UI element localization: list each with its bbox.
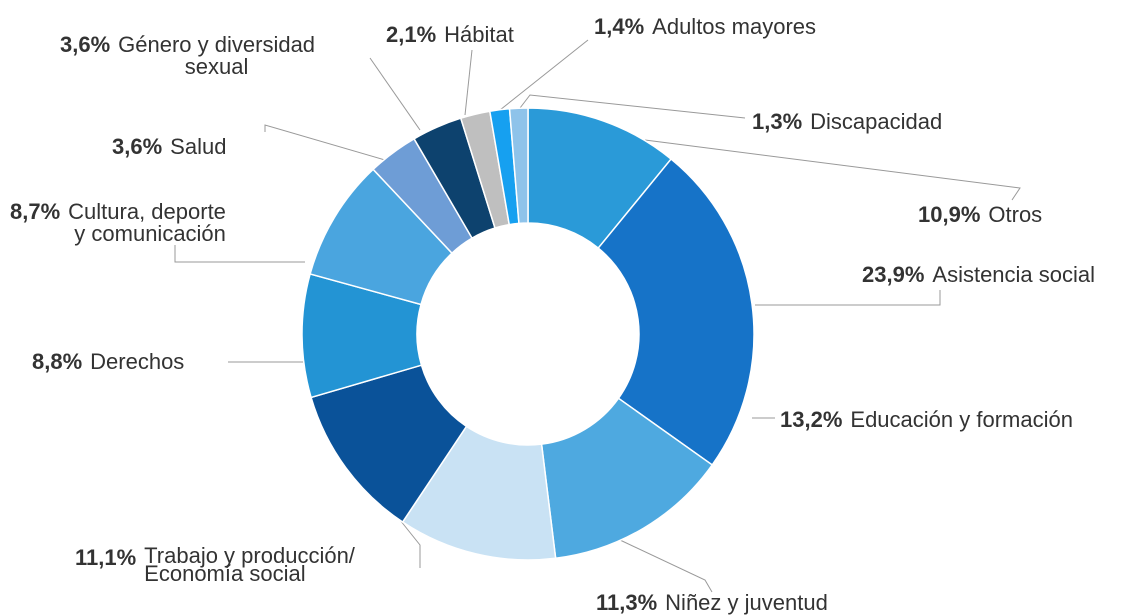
value-label: 11,1%	[75, 545, 137, 570]
slice-label: 23,9% Asistencia social	[862, 264, 1095, 286]
slice-label: 3,6% Género y diversidad sexual	[60, 34, 315, 78]
category-label: Otros	[988, 202, 1043, 227]
category-label: Niñez y juventud	[665, 590, 828, 615]
leader-line	[499, 39, 589, 111]
slice	[597, 158, 755, 466]
slice-label: 8,7% Cultura, deporte y comunicación	[10, 201, 226, 245]
slice-label: 1,4% Adultos mayores	[594, 16, 816, 38]
category-label: Asistencia social	[932, 262, 1096, 287]
category-label: Educación y formación	[850, 407, 1073, 432]
slice-label: 8,8% Derechos	[32, 351, 184, 373]
category-label: Cultura, deporte y comunicación	[68, 199, 226, 246]
value-label: 8,7%	[10, 199, 61, 224]
category-label: Discapacidad	[810, 109, 943, 134]
value-label: 11,3%	[596, 590, 658, 615]
leader-line	[264, 124, 386, 161]
category-label: Salud	[170, 134, 227, 159]
leader-line	[644, 139, 1021, 201]
slice	[508, 107, 529, 225]
slice-label: 3,6% Salud	[112, 136, 226, 158]
slice-label: 2,1% Hábitat	[386, 24, 514, 46]
leader-line	[399, 519, 421, 568]
leader-lines	[174, 39, 1021, 593]
category-label: Género y diversidad sexual	[118, 32, 316, 79]
category-label: Adultos mayores	[652, 14, 817, 39]
value-label: 10,9%	[918, 202, 981, 227]
value-label: 3,6%	[60, 32, 111, 57]
value-label: 23,9%	[862, 262, 925, 287]
category-label: Derechos	[90, 349, 185, 374]
slice-label: 13,2% Educación y formación	[780, 409, 1073, 431]
slice-label: 10,9% Otros	[918, 204, 1042, 226]
slice-label: 11,3% Niñez y juventud	[596, 592, 828, 614]
leader-line	[755, 290, 941, 306]
value-label: 1,3%	[752, 109, 803, 134]
category-label: Trabajo y producción/ Economía social	[144, 543, 355, 586]
value-label: 2,1%	[386, 22, 437, 47]
leader-line	[174, 245, 305, 263]
value-label: 8,8%	[32, 349, 83, 374]
value-label: 3,6%	[112, 134, 163, 159]
value-label: 1,4%	[594, 14, 645, 39]
leader-line	[464, 49, 473, 116]
leader-line	[619, 539, 713, 593]
slice-label: 1,3% Discapacidad	[752, 111, 942, 133]
slice-label: 11,1% Trabajo y producción/ Economía soci…	[75, 543, 355, 586]
category-label: Hábitat	[444, 22, 514, 47]
value-label: 13,2%	[780, 407, 843, 432]
leader-line	[369, 57, 421, 131]
leader-line	[519, 94, 746, 119]
